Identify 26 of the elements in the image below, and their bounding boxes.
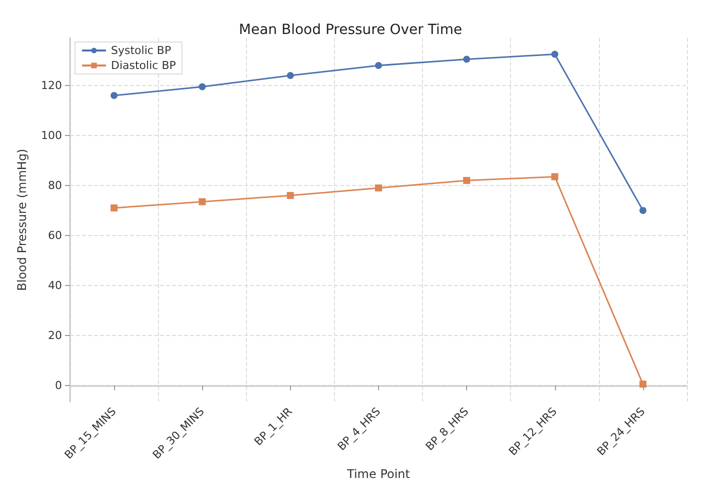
point [286, 192, 294, 199]
point [639, 206, 646, 214]
y-tick-label: 20 [48, 328, 62, 342]
point [110, 204, 118, 212]
y-tick-label: 100 [41, 128, 62, 142]
y-tick-label: 80 [48, 178, 62, 192]
point [198, 83, 206, 90]
point [198, 198, 206, 206]
y-tick-label: 120 [41, 78, 62, 92]
point [286, 72, 294, 79]
y-axis-title: Blood Pressure (mmHg) [15, 148, 29, 291]
y-tick-label: 60 [48, 228, 62, 242]
point [463, 176, 470, 184]
point [551, 50, 558, 58]
point [463, 56, 470, 63]
y-tick-label: 40 [48, 278, 62, 292]
legend-label: Diastolic BP [111, 59, 176, 72]
chart-title: Mean Blood Pressure Over Time [238, 22, 462, 38]
point [639, 380, 646, 388]
x-axis-title: Time Point [346, 467, 410, 481]
y-tick-label: 0 [55, 378, 62, 392]
point [110, 92, 118, 99]
point [375, 184, 382, 192]
legend-label: Systolic BP [111, 44, 172, 57]
point [375, 62, 382, 69]
point [551, 173, 558, 180]
